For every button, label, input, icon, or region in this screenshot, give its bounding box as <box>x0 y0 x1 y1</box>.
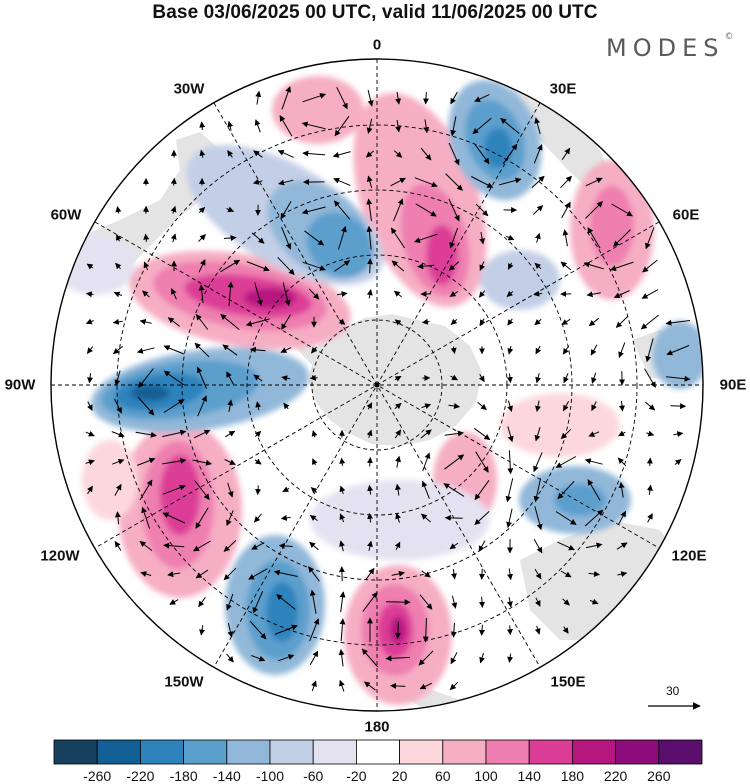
colorbar-tick-label: -260 <box>83 768 111 784</box>
wind-arrow <box>310 378 317 379</box>
colorbar-bin <box>227 740 270 764</box>
colorbar-bin <box>54 740 97 764</box>
wind-arrow <box>650 458 651 466</box>
lon-label-60w: 60W <box>51 207 82 224</box>
colorbar-bin <box>572 740 615 764</box>
colorbar-tick-label: 60 <box>435 768 451 784</box>
colorbar-tick-label: 140 <box>518 768 541 784</box>
colorbar-bin <box>659 740 702 764</box>
lon-label-90w: 90W <box>5 377 36 394</box>
colorbar-tick-label: 260 <box>647 768 670 784</box>
colorbar <box>54 740 702 764</box>
colorbar-bin <box>97 740 140 764</box>
lon-label-150e: 150E <box>550 674 585 691</box>
wind-arrow <box>671 406 686 407</box>
colorbar-bin <box>270 740 313 764</box>
lon-label-30w: 30W <box>174 81 205 98</box>
colorbar-tick-label: 20 <box>392 768 408 784</box>
colorbar-bin <box>140 740 183 764</box>
lon-label-60e: 60E <box>673 207 700 224</box>
colorbar-tick-label: -220 <box>126 768 154 784</box>
colorbar-bin <box>616 740 659 764</box>
map-disc <box>40 50 720 730</box>
lon-label-30e: 30E <box>550 81 577 98</box>
colorbar-bin <box>184 740 227 764</box>
lon-label-150w: 150W <box>164 674 203 691</box>
wind-arrow <box>370 259 371 273</box>
lon-label-180: 180 <box>364 719 389 736</box>
colorbar-bin <box>400 740 443 764</box>
south-pole-dot <box>375 383 380 388</box>
lon-label-120e: 120E <box>671 548 706 565</box>
colorbar-bin <box>529 740 572 764</box>
colorbar-bin <box>313 740 356 764</box>
colorbar-bin <box>486 740 529 764</box>
colorbar-tick-label: -140 <box>213 768 241 784</box>
lon-label-90e: 90E <box>720 377 747 394</box>
lon-label-120w: 120W <box>40 548 79 565</box>
wind-arrow <box>482 569 483 580</box>
colorbar-tick-label: -100 <box>256 768 284 784</box>
wind-arrow <box>510 625 511 634</box>
colorbar-tick-label: -180 <box>170 768 198 784</box>
colorbar-tick-label: -20 <box>346 768 366 784</box>
wind-arrow <box>386 602 410 603</box>
wind-arrow <box>258 486 259 495</box>
colorbar-bin <box>443 740 486 764</box>
colorbar-tick-label: -60 <box>303 768 323 784</box>
colorbar-tick-label: 100 <box>474 768 497 784</box>
colorbar-tick-label: 180 <box>561 768 584 784</box>
lon-label-0: 0 <box>373 37 381 54</box>
colorbar-tick-label: 220 <box>604 768 627 784</box>
vector-scale-label: 30 <box>666 684 679 698</box>
colorbar-bin <box>356 740 399 764</box>
